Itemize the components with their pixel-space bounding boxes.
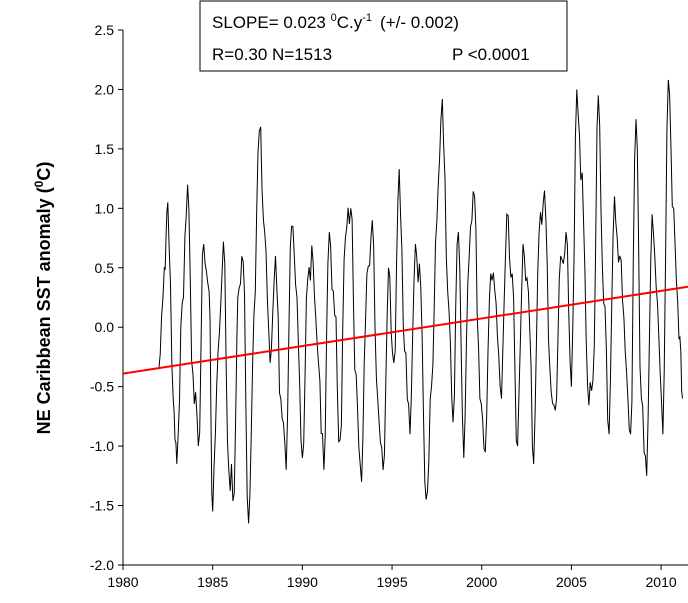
x-tick-label: 1990: [287, 574, 318, 590]
r-n-annotation: R=0.30 N=1513: [212, 45, 332, 64]
y-tick-label: 0.5: [95, 260, 115, 276]
y-axis-label: NE Caribbean SST anomaly (0C): [32, 162, 54, 435]
x-tick-label: 2005: [556, 574, 587, 590]
stats-box: [199, 0, 568, 72]
y-tick-label: 1.5: [95, 141, 115, 157]
y-tick-label: 2.5: [95, 22, 115, 38]
trend-line: [122, 285, 688, 375]
series-group: [122, 79, 688, 524]
y-axis-ticks: -2.0 -1.5 -1.0 -0.5 0.0 0.5 1.0 1.5 2.0 2.5: [90, 22, 123, 573]
y-tick-label: -1.5: [90, 498, 114, 514]
x-axis-ticks: 1980 1985 1990 1995 2000 2005 2010: [107, 565, 677, 590]
p-value-annotation: P <0.0001: [452, 45, 530, 64]
x-tick-label: 2010: [646, 574, 677, 590]
slope-annotation: SLOPE= 0.023 0C.y-1 (+/- 0.002): [212, 12, 459, 32]
y-tick-label: -2.0: [90, 557, 114, 573]
y-tick-label: -1.0: [90, 438, 114, 454]
y-tick-label: 0.0: [95, 319, 115, 335]
x-tick-label: 2000: [466, 574, 497, 590]
y-tick-label: 1.0: [95, 200, 115, 216]
x-tick-label: 1985: [197, 574, 228, 590]
sst-anomaly-line: [158, 79, 684, 524]
y-tick-label: 2.0: [95, 81, 115, 97]
x-tick-label: 1980: [107, 574, 138, 590]
x-tick-label: 1995: [376, 574, 407, 590]
y-tick-label: -0.5: [90, 379, 114, 395]
